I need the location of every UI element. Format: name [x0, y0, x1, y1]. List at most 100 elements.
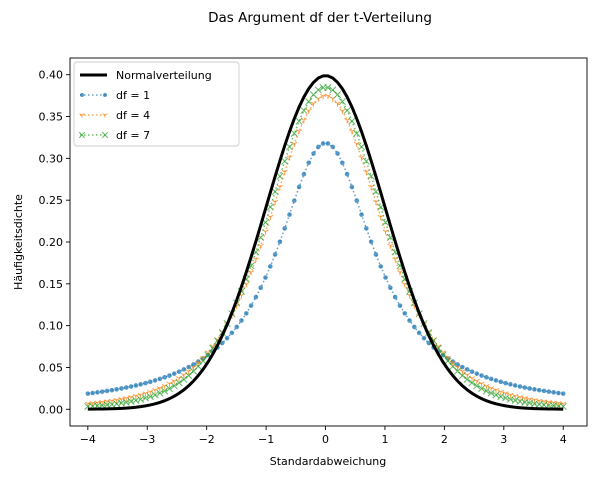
y-tick-label: 0.35 — [39, 111, 64, 124]
data-point — [305, 98, 313, 106]
data-point — [301, 171, 307, 177]
data-point — [556, 390, 561, 396]
data-point — [507, 392, 514, 398]
data-point — [464, 367, 470, 372]
legend: Normalverteilung df = 1 df = 4 df = 7 — [73, 61, 240, 147]
x-axis-ticks: −4 −3 −2 −1 0 1 2 3 4 — [80, 426, 567, 446]
data-point — [142, 391, 149, 397]
data-point — [497, 392, 505, 401]
y-tick-label: 0.15 — [39, 278, 64, 291]
y-tick-label: 0.05 — [39, 361, 64, 374]
data-point — [546, 389, 552, 394]
legend-marker — [80, 93, 84, 97]
x-tick-label: 0 — [322, 433, 329, 446]
data-point — [167, 373, 172, 378]
data-point — [407, 318, 412, 323]
data-point — [156, 386, 163, 392]
data-point — [104, 388, 110, 394]
data-point — [300, 106, 308, 115]
data-point — [282, 226, 288, 231]
data-point — [248, 303, 254, 308]
data-point — [334, 101, 341, 107]
x-tick-label: 1 — [381, 433, 388, 446]
series-line-df-1 — [87, 142, 564, 395]
data-point — [128, 384, 134, 389]
data-point — [353, 129, 361, 137]
data-point — [359, 212, 364, 217]
data-point — [531, 397, 538, 404]
x-axis-label: Standardabweichung — [270, 455, 387, 468]
data-point — [333, 91, 342, 99]
data-point — [141, 394, 150, 402]
x-tick-label: −1 — [258, 433, 274, 446]
data-point — [474, 371, 480, 376]
data-point — [344, 171, 350, 177]
y-tick-label: 0.10 — [39, 320, 64, 333]
data-point — [483, 384, 490, 390]
data-point — [151, 391, 159, 399]
data-point — [416, 330, 422, 336]
data-point — [397, 303, 403, 308]
data-point — [108, 398, 115, 404]
y-axis-label: Häufigkeitsdichte — [12, 194, 25, 290]
data-point — [137, 395, 145, 403]
data-point — [382, 229, 389, 235]
data-point — [357, 143, 366, 151]
data-point — [364, 226, 369, 231]
data-point — [532, 387, 537, 392]
data-point — [460, 364, 465, 370]
data-point — [362, 157, 370, 165]
data-point — [285, 143, 294, 151]
y-tick-label: 0.20 — [39, 236, 64, 249]
data-point — [487, 389, 495, 397]
data-point — [324, 84, 332, 92]
data-point — [104, 399, 111, 405]
data-point — [455, 362, 460, 367]
legend-marker — [79, 113, 85, 118]
data-point — [324, 93, 331, 100]
data-point — [463, 375, 471, 383]
data-point — [286, 155, 293, 161]
data-point — [521, 396, 528, 402]
data-point — [128, 395, 135, 401]
series-line-df-7 — [87, 86, 564, 408]
data-point — [296, 184, 302, 190]
data-point — [373, 252, 379, 257]
data-point — [190, 365, 197, 371]
data-point — [344, 118, 351, 124]
data-point — [368, 239, 374, 245]
data-point — [526, 397, 533, 403]
y-tick-label: 0.25 — [39, 194, 64, 207]
data-point — [387, 243, 394, 249]
data-point — [426, 340, 432, 346]
data-point — [152, 388, 159, 394]
data-point — [263, 275, 268, 280]
data-point — [133, 383, 139, 388]
data-point — [502, 391, 509, 397]
data-point — [175, 379, 183, 387]
data-point — [497, 389, 504, 396]
data-point — [291, 141, 298, 148]
data-point — [156, 389, 164, 397]
data-point — [123, 385, 129, 390]
data-point — [300, 118, 307, 124]
data-point — [306, 160, 312, 166]
data-point — [229, 330, 235, 336]
data-point — [165, 384, 174, 393]
data-point — [85, 391, 91, 396]
data-point — [536, 398, 543, 404]
data-point — [348, 117, 356, 125]
data-point — [320, 141, 326, 146]
data-point — [161, 387, 169, 395]
data-point — [372, 188, 380, 196]
data-point — [492, 388, 500, 394]
data-point — [305, 108, 312, 114]
data-point — [527, 386, 532, 391]
legend-label: Normalverteilung — [116, 69, 212, 82]
data-point — [516, 395, 524, 401]
data-point — [114, 387, 119, 392]
data-point — [536, 387, 542, 393]
data-point — [450, 359, 456, 364]
data-point — [171, 371, 177, 376]
data-point — [402, 311, 408, 316]
